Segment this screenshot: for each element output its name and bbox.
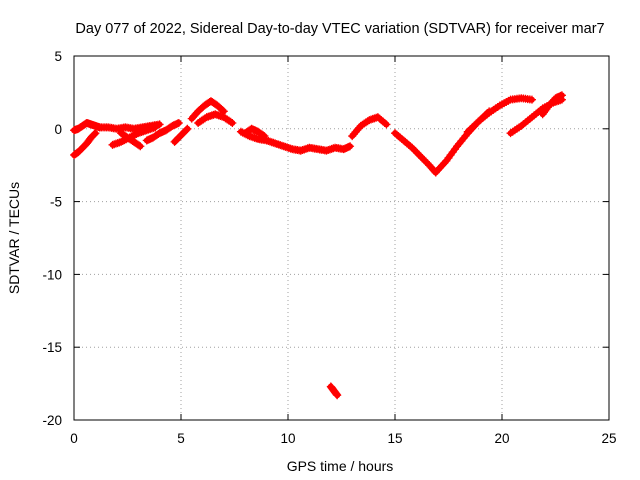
series-arc-6: [142, 118, 183, 145]
series-outlier: [326, 382, 342, 400]
x-tick-label: 20: [494, 431, 509, 446]
data-point-marker: [363, 117, 372, 126]
y-axis-label: SDTVAR / TECUs: [6, 182, 22, 294]
x-tick-label: 5: [177, 431, 185, 446]
data-point-marker: [174, 118, 183, 127]
y-tick-labels: 5 0 -5 -10 -15 -20: [42, 49, 62, 428]
data-point-marker: [183, 124, 192, 133]
series-arc-18: [538, 91, 566, 119]
series-arc-9: [194, 110, 237, 127]
data-point-marker: [135, 141, 144, 150]
data-point-marker: [527, 95, 536, 104]
x-tick-label: 10: [280, 431, 295, 446]
data-point-marker: [151, 123, 160, 132]
data-point-marker: [260, 132, 269, 141]
y-tick-label: -20: [42, 413, 62, 428]
chart-title: Day 077 of 2022, Sidereal Day-to-day VTE…: [75, 21, 604, 37]
plot-frame: [73, 55, 610, 421]
data-point-marker: [200, 114, 209, 123]
x-axis-label: GPS time / hours: [287, 458, 394, 474]
data-point-marker: [413, 148, 422, 157]
data-point-marker: [259, 131, 268, 140]
x-tick-label: 25: [601, 431, 616, 446]
data-point-marker: [346, 142, 355, 151]
data-point-marker: [421, 157, 430, 166]
data-point-marker: [408, 143, 417, 152]
data-point-marker: [181, 126, 190, 135]
data-point-marker: [226, 117, 235, 126]
series-arc-13: [348, 113, 391, 141]
y-tick-label: 5: [54, 49, 62, 64]
y-tick-label: -15: [42, 340, 62, 355]
data-point-marker: [418, 154, 427, 163]
data-point-marker: [155, 120, 164, 129]
data-point-marker: [333, 391, 342, 400]
data-points: [70, 91, 566, 400]
data-point-marker: [409, 145, 418, 154]
data-point-marker: [380, 118, 389, 127]
data-point-marker: [228, 118, 237, 127]
data-point-marker: [557, 91, 566, 100]
data-point-marker: [91, 129, 100, 138]
x-tick-label: 15: [387, 431, 402, 446]
data-point-marker: [130, 130, 139, 139]
data-point-marker: [414, 150, 423, 159]
data-point-marker: [136, 142, 145, 151]
data-point-marker: [411, 147, 420, 156]
data-point-marker: [182, 125, 191, 134]
data-point-marker: [382, 120, 391, 129]
data-point-marker: [118, 137, 127, 146]
series-arc-14: [391, 129, 440, 177]
y-tick-label: 0: [54, 122, 62, 137]
series-arc-2: [70, 129, 100, 160]
data-point-marker: [132, 130, 141, 139]
data-point-marker: [416, 152, 425, 161]
series-arc-5: [117, 129, 145, 151]
gridlines: [74, 56, 609, 420]
y-tick-label: -5: [50, 195, 62, 210]
y-tick-label: -10: [42, 267, 62, 282]
data-point-marker: [89, 130, 98, 139]
series-arc-11: [241, 124, 269, 141]
data-point-marker: [420, 155, 429, 164]
series-arc-12: [296, 142, 355, 155]
series-arc-16: [463, 94, 536, 136]
x-tick-labels: 0 5 10 15 20 25: [70, 431, 616, 446]
data-point-marker: [90, 130, 99, 139]
x-tick-label: 0: [70, 431, 78, 446]
series-arc-7: [170, 124, 192, 146]
data-point-marker: [117, 137, 126, 146]
